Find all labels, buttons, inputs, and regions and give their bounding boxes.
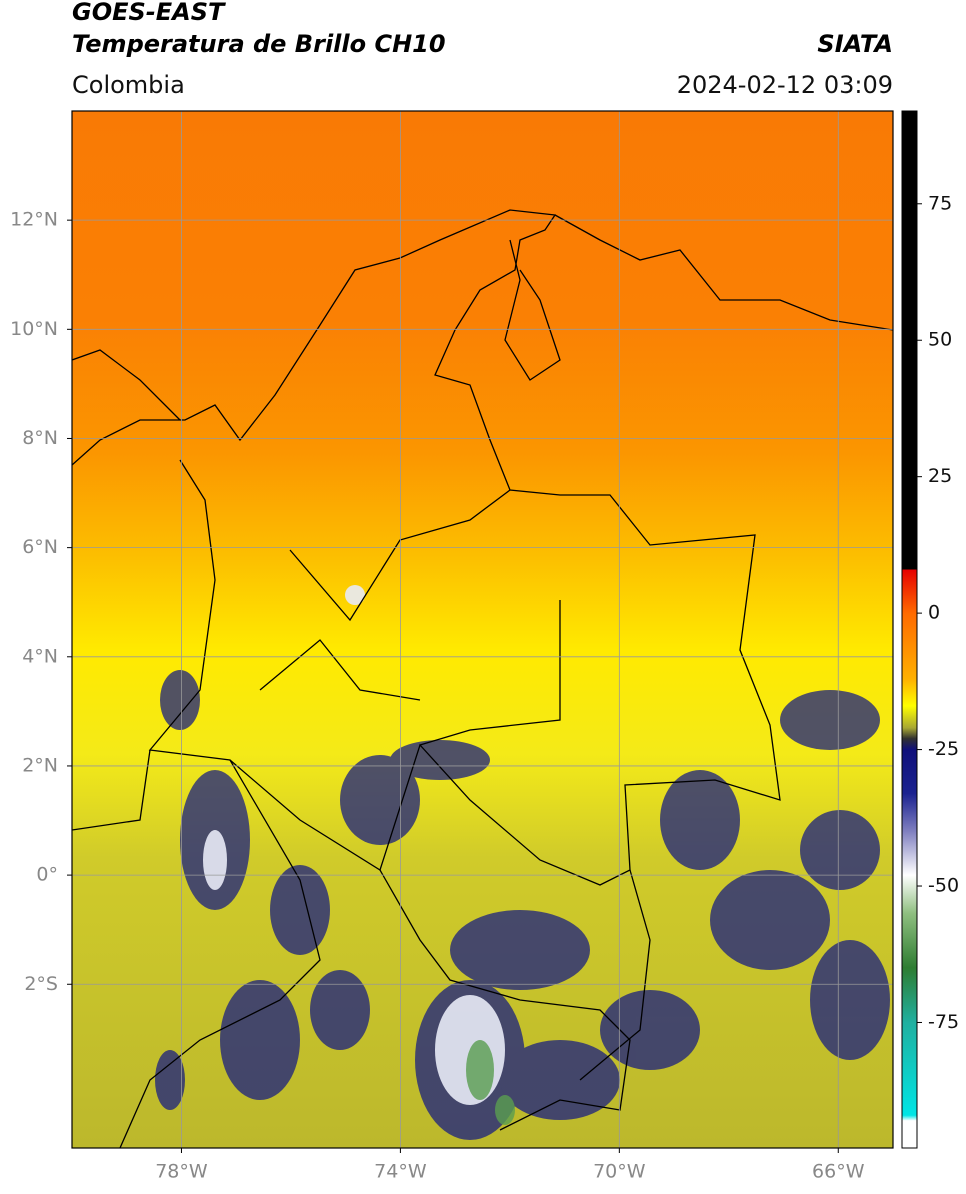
colorbar-tick-label: 75 <box>928 192 952 214</box>
colorbar-tick-label: 25 <box>928 465 952 487</box>
colorbar <box>901 110 918 1149</box>
colorbar-tick-label: 0 <box>928 602 940 624</box>
x-tick-label: 78°W <box>155 1161 208 1183</box>
y-tick-label: 12°N <box>10 209 58 231</box>
y-tick-label: 2°N <box>22 754 58 776</box>
y-tick-label: 2°S <box>24 973 58 995</box>
source: SIATA <box>817 30 893 58</box>
colorbar-tick-label: -25 <box>928 738 959 760</box>
y-tick-label: 6°N <box>22 536 58 558</box>
y-tick-label: 8°N <box>22 427 58 449</box>
map-frame <box>71 110 894 1149</box>
borders <box>72 209 893 1148</box>
subtitle: Temperatura de Brillo CH10 <box>72 30 446 58</box>
x-tick-label: 70°W <box>593 1161 646 1183</box>
title: GOES-EAST <box>72 0 226 26</box>
map <box>72 111 893 1148</box>
y-tick-label: 10°N <box>10 318 58 340</box>
colorbar-tick-label: 50 <box>928 329 952 351</box>
cloud-tops <box>155 670 890 1140</box>
colorbar-tick-label: -75 <box>928 1011 959 1033</box>
y-tick-label: 0° <box>36 864 58 886</box>
x-tick-label: 66°W <box>812 1161 865 1183</box>
coldest-tops <box>466 1040 515 1125</box>
x-tick-label: 74°W <box>374 1161 427 1183</box>
timestamp: 2024-02-12 03:09 <box>677 71 893 99</box>
y-tick-label: 4°N <box>22 645 58 667</box>
grid <box>72 111 893 1148</box>
colorbar-tick-label: -50 <box>928 875 959 897</box>
region: Colombia <box>72 71 185 99</box>
